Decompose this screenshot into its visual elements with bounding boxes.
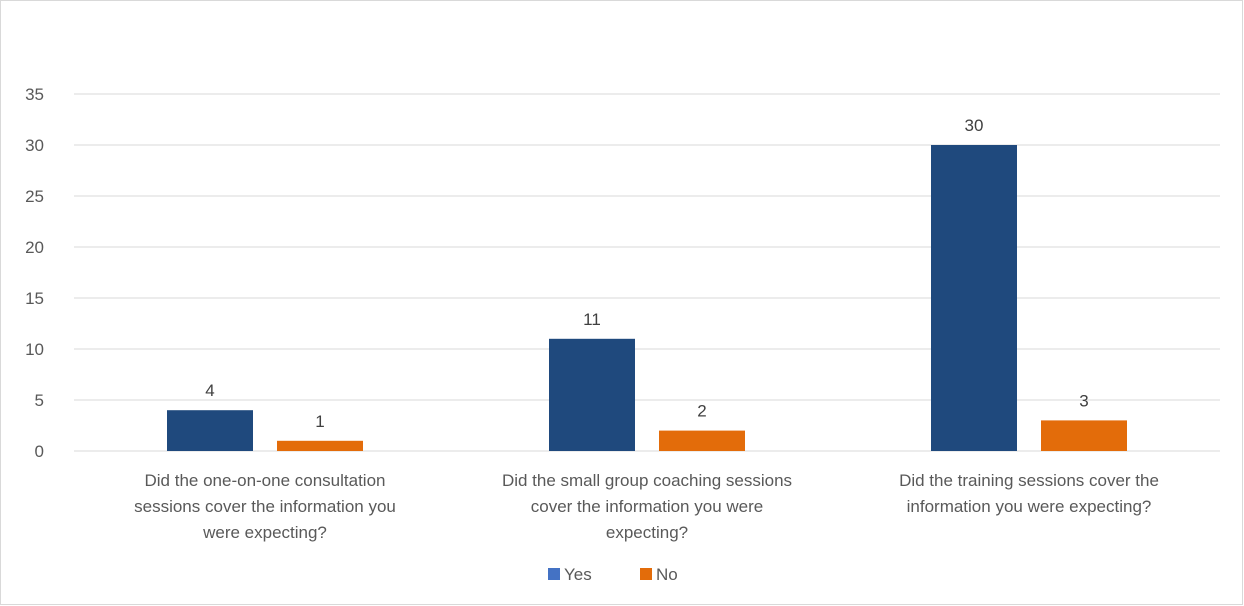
y-tick-label: 25	[25, 187, 44, 206]
y-tick-label: 15	[25, 289, 44, 308]
bar-no	[1041, 420, 1127, 451]
y-axis: 0 5 10 15 20 25 30 35	[25, 85, 44, 461]
x-tick-label: were expecting?	[202, 523, 327, 542]
data-label: 1	[315, 412, 324, 431]
legend-label-yes: Yes	[564, 565, 592, 584]
data-label: 30	[965, 116, 984, 135]
gridlines	[74, 93, 1220, 452]
data-label: 11	[583, 310, 601, 329]
data-label: 3	[1079, 391, 1088, 410]
x-tick-label: cover the information you were	[531, 497, 763, 516]
y-tick-label: 0	[35, 442, 44, 461]
bar-no	[659, 430, 745, 451]
x-tick-label: expecting?	[606, 523, 688, 542]
legend: Yes No	[548, 565, 678, 584]
x-tick-label: Did the training sessions cover the	[899, 471, 1159, 490]
bar-yes	[931, 145, 1017, 451]
y-tick-label: 10	[25, 340, 44, 359]
x-tick-label: Did the small group coaching sessions	[502, 471, 792, 490]
x-tick-label: information you were expecting?	[907, 497, 1152, 516]
bar-yes	[167, 410, 253, 451]
y-tick-label: 20	[25, 238, 44, 257]
legend-label-no: No	[656, 565, 678, 584]
y-tick-label: 30	[25, 136, 44, 155]
x-axis: Did the one-on-one consultation sessions …	[134, 471, 1159, 542]
y-tick-label: 5	[35, 391, 44, 410]
bar-yes	[549, 338, 635, 451]
x-tick-label: Did the one-on-one consultation	[145, 471, 386, 490]
bars	[167, 145, 1127, 451]
legend-swatch-no	[640, 568, 652, 580]
bar-no	[277, 440, 363, 451]
y-tick-label: 35	[25, 85, 44, 104]
x-tick-label: sessions cover the information you	[134, 497, 396, 516]
legend-swatch-yes	[548, 568, 560, 580]
data-label: 4	[205, 381, 214, 400]
data-label: 2	[697, 402, 706, 421]
